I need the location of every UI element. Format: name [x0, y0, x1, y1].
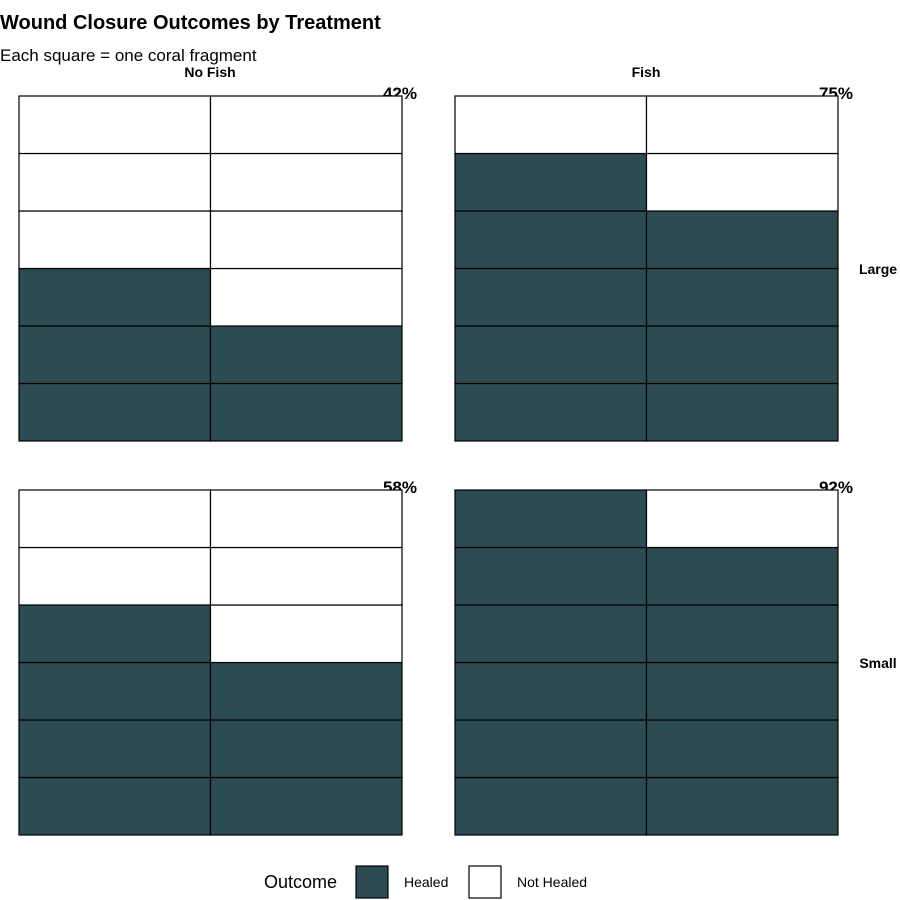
- waffle-square-fish-large-healed: [645, 267, 839, 327]
- waffle-square-no-fish-small-not-healed: [18, 489, 212, 549]
- waffle-square-fish-small-healed: [645, 776, 839, 836]
- legend-title: Outcome: [264, 872, 337, 892]
- waffle-square-no-fish-large-healed: [209, 382, 403, 442]
- waffle-square-no-fish-small-healed: [18, 776, 212, 836]
- waffle-square-no-fish-small-healed: [18, 661, 212, 721]
- waffle-panels: [18, 95, 839, 836]
- chart-title: Wound Closure Outcomes by Treatment: [0, 12, 381, 34]
- column-facet-fish: Fish: [632, 64, 661, 80]
- waffle-square-no-fish-small-not-healed: [209, 604, 403, 664]
- waffle-square-fish-large-not-healed: [454, 95, 648, 155]
- legend: Outcome Healed Not Healed: [264, 865, 587, 899]
- waffle-square-fish-small-not-healed: [645, 489, 839, 549]
- waffle-square-fish-small-healed: [645, 604, 839, 664]
- legend-label-healed: Healed: [404, 874, 448, 890]
- row-facet-small: Small: [859, 655, 896, 671]
- waffle-square-fish-small-healed: [645, 719, 839, 779]
- waffle-square-no-fish-small-healed: [209, 719, 403, 779]
- chart-subtitle: Each square = one coral fragment: [0, 46, 257, 65]
- waffle-square-no-fish-large-healed: [209, 325, 403, 385]
- waffle-square-fish-large-healed: [645, 325, 839, 385]
- waffle-square-no-fish-small-not-healed: [209, 489, 403, 549]
- waffle-square-fish-large-healed: [454, 152, 648, 212]
- waffle-square-fish-large-healed: [645, 382, 839, 442]
- waffle-square-no-fish-large-not-healed: [209, 95, 403, 155]
- waffle-square-fish-large-healed: [454, 382, 648, 442]
- waffle-square-fish-small-healed: [454, 719, 648, 779]
- legend-swatch-not-healed: [468, 865, 502, 899]
- waffle-square-fish-large-not-healed: [645, 152, 839, 212]
- waffle-square-no-fish-small-not-healed: [18, 546, 212, 606]
- waffle-square-no-fish-large-not-healed: [18, 152, 212, 212]
- waffle-square-no-fish-large-healed: [18, 325, 212, 385]
- waffle-square-no-fish-large-not-healed: [18, 95, 212, 155]
- waffle-square-fish-large-healed: [454, 210, 648, 270]
- waffle-square-no-fish-large-not-healed: [209, 210, 403, 270]
- waffle-square-fish-small-healed: [645, 546, 839, 606]
- waffle-square-fish-large-healed: [645, 210, 839, 270]
- waffle-square-no-fish-small-healed: [18, 719, 212, 779]
- legend-swatch-healed: [355, 865, 389, 899]
- waffle-square-no-fish-large-not-healed: [18, 210, 212, 270]
- waffle-square-fish-small-healed: [454, 489, 648, 549]
- waffle-square-no-fish-small-healed: [209, 661, 403, 721]
- waffle-square-fish-large-healed: [454, 267, 648, 327]
- row-facet-large: Large: [859, 261, 897, 277]
- waffle-square-fish-small-healed: [454, 546, 648, 606]
- waffle-square-fish-large-not-healed: [645, 95, 839, 155]
- waffle-square-no-fish-small-healed: [209, 776, 403, 836]
- waffle-square-no-fish-large-not-healed: [209, 267, 403, 327]
- column-facet-no-fish: No Fish: [184, 64, 235, 80]
- waffle-square-no-fish-large-healed: [18, 267, 212, 327]
- waffle-square-no-fish-large-not-healed: [209, 152, 403, 212]
- waffle-square-no-fish-large-healed: [18, 382, 212, 442]
- waffle-square-no-fish-small-healed: [18, 604, 212, 664]
- waffle-square-fish-large-healed: [454, 325, 648, 385]
- waffle-square-fish-small-healed: [454, 661, 648, 721]
- waffle-square-no-fish-small-not-healed: [209, 546, 403, 606]
- waffle-square-fish-small-healed: [454, 776, 648, 836]
- waffle-square-fish-small-healed: [454, 604, 648, 664]
- waffle-square-fish-small-healed: [645, 661, 839, 721]
- legend-label-not-healed: Not Healed: [517, 874, 587, 890]
